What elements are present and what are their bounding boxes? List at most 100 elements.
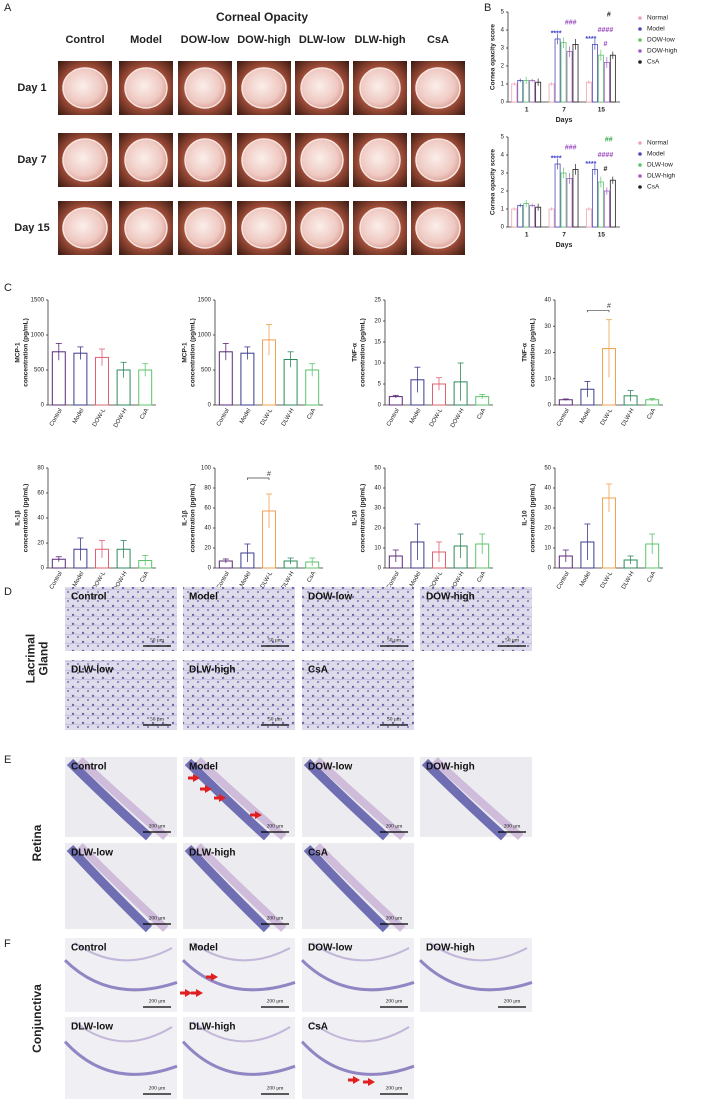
group-label: CsA xyxy=(308,665,328,676)
scale-bar-label: 50 μm xyxy=(268,637,283,643)
y-axis-label: Cornea opacity score xyxy=(490,149,497,215)
y-tick-label: 30 xyxy=(544,324,551,330)
bar xyxy=(591,168,598,228)
x-tick-label: Control xyxy=(49,408,64,428)
y-axis-label: concentration (pg/mL) xyxy=(23,318,30,387)
x-tick-label: CsA xyxy=(139,571,150,584)
column-header: DOW-low xyxy=(181,34,230,46)
cornea xyxy=(124,67,168,109)
legend-marker xyxy=(638,141,642,145)
bar xyxy=(548,83,555,103)
x-tick-label: Control xyxy=(386,408,401,428)
legend-marker xyxy=(638,16,642,20)
y-tick-label: 20 xyxy=(374,526,381,532)
y-tick-label: 10 xyxy=(544,376,551,382)
legend-marker xyxy=(638,185,642,189)
bar xyxy=(609,179,616,228)
bar xyxy=(560,42,567,103)
bar xyxy=(572,168,579,228)
retina-layer xyxy=(66,844,153,933)
group-label: Control xyxy=(71,592,107,603)
tissue-label: Conjunctiva xyxy=(30,984,44,1053)
legend-marker xyxy=(638,163,642,167)
bar xyxy=(597,54,604,103)
legend-label: DLW-low xyxy=(647,162,673,169)
x-tick-label: Model xyxy=(409,571,422,588)
y-axis-label: IL-10 xyxy=(522,510,529,526)
group-label: Control xyxy=(71,943,107,954)
cornea xyxy=(415,207,461,249)
group-label: CsA xyxy=(308,848,328,859)
legend-label: Normal xyxy=(647,15,669,22)
x-tick-label: DLW-L xyxy=(260,407,275,426)
y-tick-label: 60 xyxy=(204,506,211,512)
x-tick-label: DOW-L xyxy=(92,407,107,428)
significance: **** xyxy=(585,36,596,43)
group-label: Model xyxy=(189,943,218,954)
x-tick-label: DLW-L xyxy=(600,570,615,589)
retina-layer xyxy=(421,758,508,841)
conjunctiva-layer xyxy=(429,942,528,962)
retina-layer xyxy=(195,757,287,841)
x-tick-label: 15 xyxy=(598,107,606,114)
cornea xyxy=(241,138,287,182)
significance: #### xyxy=(598,152,614,159)
significance: #### xyxy=(598,27,614,34)
bar xyxy=(517,80,524,103)
legend-marker xyxy=(638,60,642,64)
y-tick-label: 100 xyxy=(201,466,212,472)
x-tick-label: Control xyxy=(556,571,571,591)
x-tick-label: Model xyxy=(579,408,592,425)
cornea xyxy=(241,67,287,109)
group-label: DLW-low xyxy=(71,848,113,859)
x-tick-label: DOW-L xyxy=(429,407,444,428)
retina-layer xyxy=(303,844,390,933)
y-tick-label: 500 xyxy=(201,368,212,374)
y-tick-label: 0 xyxy=(208,566,212,572)
column-header: DOW-high xyxy=(237,34,291,46)
scale-bar-label: 50 μm xyxy=(387,637,402,643)
x-tick-label: DLW-H xyxy=(621,408,636,428)
scale-bar-label: 200 μm xyxy=(386,915,404,921)
panel-label: B xyxy=(484,2,491,14)
x-tick-label: DLW-H xyxy=(281,408,296,428)
bar xyxy=(529,80,536,103)
significance: **** xyxy=(551,155,562,162)
x-tick-label: Model xyxy=(72,571,85,588)
retina-layer xyxy=(77,843,169,932)
column-header: CsA xyxy=(427,34,449,46)
x-tick-label: 7 xyxy=(562,107,566,114)
y-tick-label: 0 xyxy=(208,403,212,409)
significance: **** xyxy=(585,161,596,168)
x-tick-label: 1 xyxy=(525,107,529,114)
column-header: DLW-high xyxy=(354,34,405,46)
legend-label: CsA xyxy=(647,59,660,66)
y-axis-label: MCP-1 xyxy=(182,342,189,363)
cornea xyxy=(184,207,226,249)
bar xyxy=(388,396,403,406)
y-tick-label: 0 xyxy=(548,403,552,409)
cornea xyxy=(300,67,344,109)
scale-bar-label: 200 μm xyxy=(267,915,285,921)
cornea xyxy=(62,67,108,109)
x-tick-label: DOW-H xyxy=(113,408,129,429)
y-tick-label: 0 xyxy=(378,403,382,409)
column-header: Control xyxy=(65,34,104,46)
conjunctiva-layer xyxy=(300,959,415,992)
cornea xyxy=(415,138,461,182)
conjunctiva-layer xyxy=(63,959,178,992)
x-tick-label: Model xyxy=(239,408,252,425)
group-label: DOW-low xyxy=(308,592,352,603)
significance: # xyxy=(267,471,271,478)
cornea xyxy=(241,207,287,249)
cornea xyxy=(415,67,461,109)
group-label: DLW-low xyxy=(71,1022,113,1033)
y-tick-label: 0 xyxy=(501,225,505,231)
significance: **** xyxy=(551,30,562,37)
x-tick-label: DLW-H xyxy=(621,571,636,591)
y-axis-label: concentration (pg/mL) xyxy=(23,484,30,553)
row-label: Day 15 xyxy=(14,222,49,234)
y-axis-label: IL-10 xyxy=(352,510,359,526)
y-tick-label: 2 xyxy=(501,64,505,70)
significance: # xyxy=(603,166,607,173)
